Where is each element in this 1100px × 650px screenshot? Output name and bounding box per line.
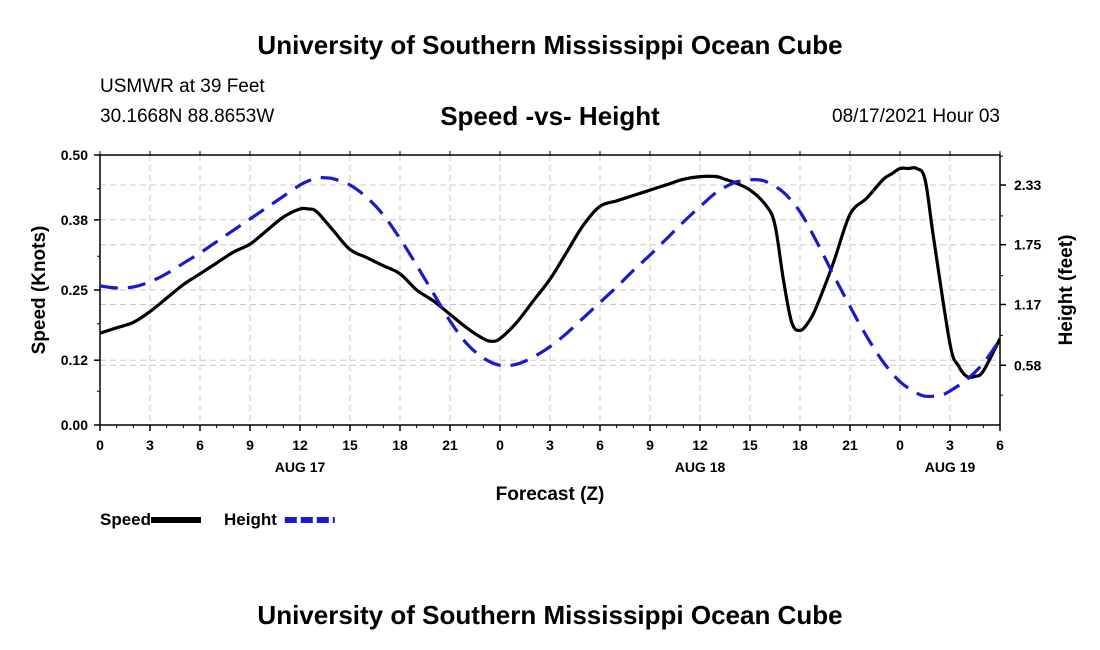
x-tick-label: 18	[792, 437, 808, 453]
page-title-bottom: University of Southern Mississippi Ocean…	[257, 600, 843, 630]
date-label: AUG 18	[675, 459, 726, 475]
x-tick-label: 21	[842, 437, 858, 453]
y2-tick-label: 2.33	[1014, 177, 1041, 193]
y2-tick-label: 1.17	[1014, 296, 1041, 312]
y-axis-label: Speed (Knots)	[29, 226, 50, 355]
forecast-datetime: 08/17/2021 Hour 03	[832, 106, 1000, 127]
x-tick-label: 0	[496, 437, 504, 453]
x-tick-label: 0	[96, 437, 104, 453]
x-tick-label: 12	[292, 437, 308, 453]
x-tick-label: 9	[646, 437, 654, 453]
date-label: AUG 17	[275, 459, 326, 475]
y2-axis-label: Height (feet)	[1056, 235, 1077, 346]
series-line-height	[100, 175, 1000, 399]
x-tick-label: 9	[246, 437, 254, 453]
grid-lines	[100, 155, 1000, 425]
coordinates-label: 30.1668N 88.8653W	[100, 106, 275, 127]
x-tick-label: 15	[342, 437, 358, 453]
x-tick-label: 6	[596, 437, 604, 453]
y-tick-label: 0.12	[61, 352, 88, 368]
y-tick-label: 0.25	[61, 282, 88, 298]
y2-tick-label: 0.58	[1014, 357, 1041, 373]
x-tick-label: 18	[392, 437, 408, 453]
legend-label-speed: Speed	[100, 510, 151, 529]
x-tick-label: 0	[896, 437, 904, 453]
y2-tick-label: 1.75	[1014, 237, 1041, 253]
x-tick-label: 21	[442, 437, 458, 453]
x-tick-label: 12	[692, 437, 708, 453]
legend-label-height: Height	[224, 510, 277, 529]
chart-title: Speed -vs- Height	[440, 101, 660, 131]
x-tick-label: 15	[742, 437, 758, 453]
station-label: USMWR at 39 Feet	[100, 76, 265, 97]
x-tick-label: 6	[996, 437, 1004, 453]
y-tick-label: 0.38	[61, 212, 88, 228]
date-label: AUG 19	[925, 459, 976, 475]
x-tick-label: 6	[196, 437, 204, 453]
x-tick-label: 3	[546, 437, 554, 453]
page-title-top: University of Southern Mississippi Ocean…	[257, 30, 843, 60]
x-tick-label: 3	[946, 437, 954, 453]
y-tick-label: 0.50	[61, 147, 88, 163]
x-axis-label: Forecast (Z)	[496, 484, 605, 505]
x-tick-label: 3	[146, 437, 154, 453]
y-tick-label: 0.00	[61, 417, 88, 433]
series-line-speed	[100, 166, 1000, 380]
